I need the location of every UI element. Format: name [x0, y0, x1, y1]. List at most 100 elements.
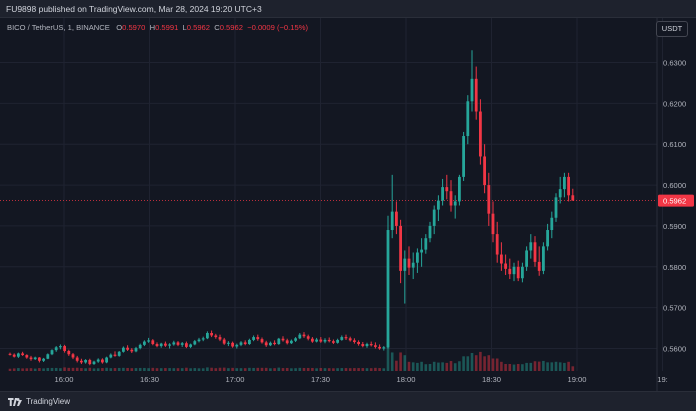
volume-bar	[17, 368, 20, 371]
candle	[138, 343, 142, 350]
volume-bar	[117, 367, 121, 371]
volume-bar	[462, 356, 465, 371]
candle	[214, 333, 218, 339]
candle	[441, 178, 444, 206]
volume-bar	[260, 367, 264, 371]
volume-bar	[80, 368, 83, 371]
volume-bar	[466, 356, 470, 371]
footer-brand[interactable]: TradingView	[26, 397, 71, 406]
candle	[386, 215, 390, 349]
candle	[59, 344, 62, 350]
candle	[470, 50, 474, 112]
time-axis[interactable]: 16:00 16:30 17:00 17:30 18:00 18:30 19:00 19:	[54, 375, 667, 384]
volume-bar	[155, 368, 159, 371]
candle	[25, 354, 29, 359]
candle	[449, 180, 453, 212]
candle	[521, 262, 524, 283]
price-chart[interactable]: 0.6300 0.6200 0.6100 0.6000 0.5900 0.5800 0.57…	[0, 18, 696, 391]
volume-bar	[416, 362, 419, 371]
volume-bar	[210, 367, 213, 371]
candle	[453, 195, 457, 219]
candle	[416, 248, 419, 273]
candle	[567, 172, 570, 202]
candle	[38, 357, 41, 363]
volume-bar	[374, 367, 377, 371]
x-tick-label: 17:00	[225, 375, 244, 384]
footer-bar: TradingView	[0, 391, 696, 411]
candle	[424, 234, 428, 254]
volume-bar	[235, 368, 239, 371]
candle	[281, 336, 285, 342]
volume-bar	[315, 368, 318, 371]
published-text: FU9898 published on TradingView.com, Mar…	[6, 4, 262, 14]
candle	[537, 246, 541, 276]
candle	[143, 340, 146, 347]
volume-bar	[8, 368, 12, 371]
change-value: −0.0009 (−0.15%)	[247, 23, 308, 32]
candle	[382, 346, 386, 351]
volume-bar	[382, 368, 386, 371]
chart-area[interactable]: 0.6300 0.6200 0.6100 0.6000 0.5900 0.5800 0.57…	[0, 18, 696, 391]
candle	[210, 330, 213, 338]
y-tick-label: 0.5900	[663, 222, 686, 231]
volume-bar	[101, 368, 104, 371]
volume-bar	[567, 361, 570, 371]
candle	[101, 358, 104, 364]
high-value: 0.5991	[155, 23, 179, 32]
volume-bar	[46, 367, 50, 371]
volume-bar	[445, 362, 449, 371]
low-label: L	[182, 23, 187, 32]
volume-bar	[399, 352, 402, 371]
volume-bar	[134, 368, 138, 371]
candle	[319, 337, 323, 343]
candle	[479, 99, 482, 165]
volume-bar	[369, 368, 373, 371]
volume-bar	[537, 361, 541, 371]
volume-bar	[201, 368, 205, 371]
currency-button[interactable]: USDT	[656, 21, 688, 37]
volume-bar	[319, 367, 323, 371]
volume-bar	[571, 366, 575, 371]
candle	[8, 352, 12, 356]
candle	[147, 337, 150, 343]
candle	[420, 238, 423, 267]
volume-bar	[214, 368, 218, 371]
symbol-name[interactable]: BICO / TetherUS, 1, BINANCE	[7, 23, 110, 32]
y-tick-label: 0.6300	[663, 58, 686, 67]
candle	[17, 352, 20, 358]
candle	[554, 193, 558, 222]
y-tick-label: 0.5800	[663, 263, 686, 272]
candle	[42, 357, 45, 363]
volume-bars	[8, 339, 575, 371]
candle	[357, 340, 360, 346]
tradingview-logo-icon[interactable]	[8, 397, 22, 406]
candle	[512, 262, 516, 282]
volume-bar	[542, 360, 545, 371]
candle	[33, 356, 37, 360]
candle	[193, 339, 197, 346]
volume-bar	[54, 367, 58, 371]
volume-bar	[264, 367, 268, 371]
x-tick-label: 16:30	[140, 375, 159, 384]
candle	[353, 338, 356, 344]
published-header: FU9898 published on TradingView.com, Mar…	[0, 0, 696, 18]
volume-bar	[185, 367, 188, 371]
candle	[239, 341, 243, 347]
price-axis[interactable]: 0.6300 0.6200 0.6100 0.6000 0.5900 0.5800 0.57…	[658, 58, 694, 354]
volume-bar	[172, 368, 176, 371]
volume-bar	[38, 368, 41, 371]
candle	[197, 337, 201, 343]
candle	[46, 353, 50, 360]
x-tick-label: 19:	[657, 375, 668, 384]
candle	[432, 205, 436, 235]
volume-bar	[306, 367, 310, 371]
candle	[302, 332, 306, 338]
candle	[390, 174, 394, 239]
candle	[407, 246, 411, 275]
x-tick-label: 17:30	[311, 375, 330, 384]
volume-bar	[147, 368, 150, 371]
volume-bar	[159, 368, 163, 371]
y-tick-label: 0.6000	[663, 181, 686, 190]
candle	[437, 195, 440, 222]
candle	[495, 221, 499, 263]
